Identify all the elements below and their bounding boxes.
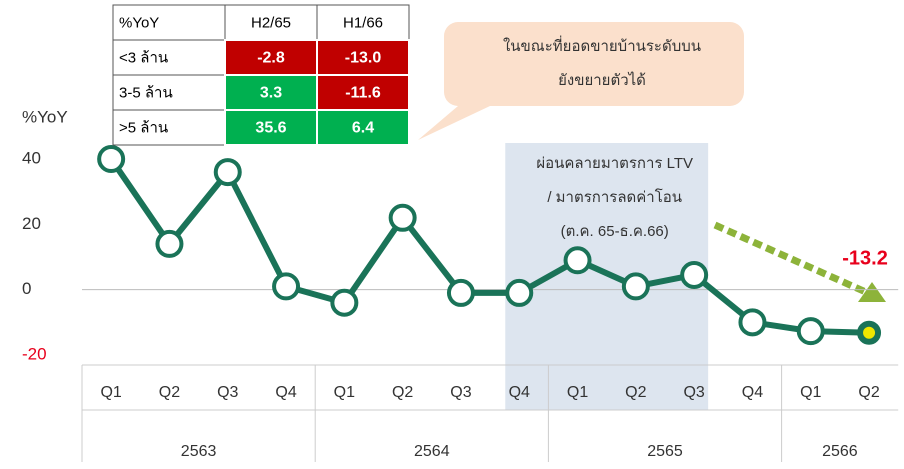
group-label: 2564 bbox=[414, 443, 450, 460]
shade-annotation: (ต.ค. 65-ธ.ค.66) bbox=[561, 223, 669, 240]
point-marker bbox=[505, 278, 534, 307]
x-tick-label: Q1 bbox=[567, 384, 588, 401]
table-value: 35.6 bbox=[255, 120, 286, 137]
x-tick-label: Q3 bbox=[683, 384, 704, 401]
table-value: -11.6 bbox=[345, 85, 381, 102]
table-row-label: 3-5 ล้าน bbox=[119, 84, 173, 101]
x-tick-label: Q4 bbox=[742, 384, 763, 401]
table-row-label-cell bbox=[112, 74, 226, 111]
trend-arrow-head bbox=[858, 282, 886, 302]
table-row-label: <3 ล้าน bbox=[119, 49, 168, 66]
x-tick-label: Q1 bbox=[800, 384, 821, 401]
x-tick-label: Q1 bbox=[100, 384, 121, 401]
table-header: H1/66 bbox=[343, 14, 383, 31]
point-marker bbox=[388, 203, 417, 232]
group-label: 2563 bbox=[181, 443, 217, 460]
x-tick-label: Q4 bbox=[275, 384, 296, 401]
x-tick-label: Q4 bbox=[509, 384, 530, 401]
point-marker bbox=[446, 278, 475, 307]
table-value: -2.8 bbox=[257, 50, 285, 67]
table-value-cell bbox=[316, 109, 410, 146]
table-value: 3.3 bbox=[260, 85, 282, 102]
table-value-cell bbox=[224, 39, 318, 76]
table-header: H2/65 bbox=[251, 14, 291, 31]
callout-bubble bbox=[418, 22, 744, 140]
x-tick-label: Q3 bbox=[450, 384, 471, 401]
point-marker bbox=[330, 288, 359, 317]
group-label: 2565 bbox=[647, 443, 683, 460]
y-tick-label: 0 bbox=[22, 279, 31, 298]
x-tick-label: Q2 bbox=[159, 384, 180, 401]
point-marker bbox=[155, 229, 184, 258]
y-axis-label: %YoY bbox=[22, 107, 68, 126]
value-label: -13.2 bbox=[842, 247, 888, 269]
table-row-label-cell bbox=[112, 109, 226, 146]
point-marker bbox=[857, 320, 882, 345]
table-header-cell bbox=[316, 4, 410, 41]
table-value-cell bbox=[224, 109, 318, 146]
table-value: -13.0 bbox=[345, 50, 382, 67]
point-marker bbox=[272, 272, 301, 301]
point-marker bbox=[680, 260, 709, 289]
point-marker bbox=[563, 246, 592, 275]
point-marker bbox=[738, 308, 767, 337]
x-tick-label: Q2 bbox=[625, 384, 646, 401]
point-marker bbox=[97, 145, 126, 173]
x-tick-label: Q3 bbox=[217, 384, 238, 401]
x-tick-label: Q2 bbox=[392, 384, 413, 401]
y-tick-label: 20 bbox=[22, 214, 41, 233]
group-label: 2566 bbox=[822, 443, 858, 460]
callout-text: ยังขยายตัวได้ bbox=[558, 71, 646, 89]
x-tick-label: Q1 bbox=[334, 384, 355, 401]
point-marker bbox=[796, 317, 825, 346]
x-tick-label: Q2 bbox=[858, 384, 879, 401]
table-header: %YoY bbox=[119, 14, 159, 31]
shade-annotation: / มาตรการลดค่าโอน bbox=[547, 188, 682, 206]
y-tick-label: -20 bbox=[22, 344, 47, 363]
table-value: 6.4 bbox=[352, 120, 374, 137]
table-value-cell bbox=[316, 74, 410, 111]
data-table: %YoY H2/65 H1/66 <3 ล้าน -2.8 -13.0 3-5 ล้าน 3.… bbox=[112, 4, 410, 146]
point-marker bbox=[621, 272, 650, 301]
y-tick-label: 40 bbox=[22, 148, 41, 167]
shade-annotation: ผ่อนคลายมาตรการ LTV bbox=[536, 155, 693, 172]
callout-text: ในขณะที่ยอดขายบ้านระดับบน bbox=[503, 35, 701, 55]
point-marker bbox=[213, 158, 242, 187]
table-row-label: >5 ล้าน bbox=[119, 119, 168, 136]
